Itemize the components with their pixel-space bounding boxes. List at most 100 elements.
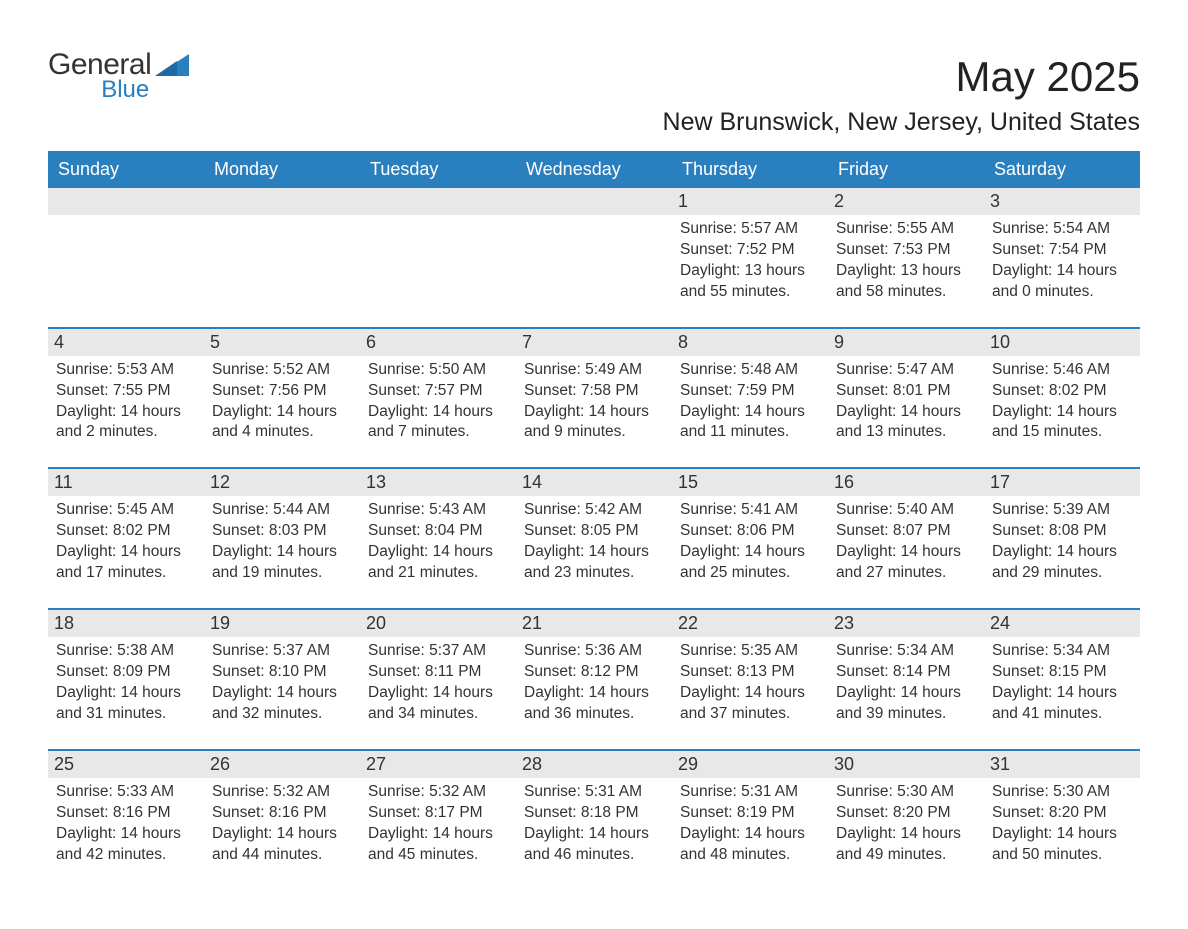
calendar-day-cell: 1Sunrise: 5:57 AMSunset: 7:52 PMDaylight…: [672, 188, 828, 328]
calendar-day-cell: [48, 188, 204, 328]
day-number: 30: [828, 751, 984, 778]
calendar-day-cell: 22Sunrise: 5:35 AMSunset: 8:13 PMDayligh…: [672, 609, 828, 750]
day-daylight1: Daylight: 14 hours: [212, 824, 352, 845]
day-sunset: Sunset: 7:52 PM: [680, 240, 820, 261]
day-sunrise: Sunrise: 5:50 AM: [368, 360, 508, 381]
day-details: Sunrise: 5:40 AMSunset: 8:07 PMDaylight:…: [836, 500, 976, 584]
calendar-day-cell: 27Sunrise: 5:32 AMSunset: 8:17 PMDayligh…: [360, 750, 516, 890]
day-daylight1: Daylight: 14 hours: [992, 402, 1132, 423]
calendar-day-cell: 18Sunrise: 5:38 AMSunset: 8:09 PMDayligh…: [48, 609, 204, 750]
day-details: Sunrise: 5:46 AMSunset: 8:02 PMDaylight:…: [992, 360, 1132, 444]
day-sunset: Sunset: 8:12 PM: [524, 662, 664, 683]
brand-name-part2: Blue: [101, 78, 149, 102]
weekday-header: Saturday: [984, 151, 1140, 188]
day-daylight2: and 44 minutes.: [212, 845, 352, 866]
day-number: 11: [48, 469, 204, 496]
day-daylight1: Daylight: 14 hours: [368, 402, 508, 423]
day-daylight2: and 45 minutes.: [368, 845, 508, 866]
day-daylight1: Daylight: 14 hours: [680, 824, 820, 845]
calendar-day-cell: 9Sunrise: 5:47 AMSunset: 8:01 PMDaylight…: [828, 328, 984, 469]
brand-triangle-icon: [155, 54, 189, 81]
location-subtitle: New Brunswick, New Jersey, United States: [663, 108, 1140, 136]
calendar-day-cell: 10Sunrise: 5:46 AMSunset: 8:02 PMDayligh…: [984, 328, 1140, 469]
day-details: Sunrise: 5:55 AMSunset: 7:53 PMDaylight:…: [836, 219, 976, 303]
day-daylight1: Daylight: 14 hours: [368, 683, 508, 704]
day-details: Sunrise: 5:50 AMSunset: 7:57 PMDaylight:…: [368, 360, 508, 444]
day-daylight2: and 15 minutes.: [992, 422, 1132, 443]
day-sunrise: Sunrise: 5:54 AM: [992, 219, 1132, 240]
day-daylight2: and 49 minutes.: [836, 845, 976, 866]
calendar-page: General Blue May 2025 New Brunswick, New…: [0, 0, 1188, 929]
calendar-day-cell: [204, 188, 360, 328]
day-sunrise: Sunrise: 5:52 AM: [212, 360, 352, 381]
day-daylight1: Daylight: 14 hours: [524, 542, 664, 563]
day-daylight2: and 32 minutes.: [212, 704, 352, 725]
day-sunrise: Sunrise: 5:33 AM: [56, 782, 196, 803]
calendar-week-row: 1Sunrise: 5:57 AMSunset: 7:52 PMDaylight…: [48, 188, 1140, 328]
day-sunset: Sunset: 8:14 PM: [836, 662, 976, 683]
day-daylight2: and 27 minutes.: [836, 563, 976, 584]
day-sunset: Sunset: 8:02 PM: [56, 521, 196, 542]
calendar-header: Sunday Monday Tuesday Wednesday Thursday…: [48, 151, 1140, 188]
calendar-day-cell: 2Sunrise: 5:55 AMSunset: 7:53 PMDaylight…: [828, 188, 984, 328]
calendar-day-cell: 17Sunrise: 5:39 AMSunset: 8:08 PMDayligh…: [984, 468, 1140, 609]
day-sunset: Sunset: 8:16 PM: [56, 803, 196, 824]
day-details: Sunrise: 5:49 AMSunset: 7:58 PMDaylight:…: [524, 360, 664, 444]
day-number: 7: [516, 329, 672, 356]
calendar-day-cell: 26Sunrise: 5:32 AMSunset: 8:16 PMDayligh…: [204, 750, 360, 890]
calendar-day-cell: [516, 188, 672, 328]
day-daylight1: Daylight: 14 hours: [992, 824, 1132, 845]
day-details: Sunrise: 5:32 AMSunset: 8:17 PMDaylight:…: [368, 782, 508, 866]
calendar-day-cell: 5Sunrise: 5:52 AMSunset: 7:56 PMDaylight…: [204, 328, 360, 469]
day-daylight2: and 0 minutes.: [992, 282, 1132, 303]
day-daylight2: and 4 minutes.: [212, 422, 352, 443]
calendar-day-cell: 29Sunrise: 5:31 AMSunset: 8:19 PMDayligh…: [672, 750, 828, 890]
calendar-day-cell: 12Sunrise: 5:44 AMSunset: 8:03 PMDayligh…: [204, 468, 360, 609]
day-sunset: Sunset: 8:20 PM: [836, 803, 976, 824]
day-sunrise: Sunrise: 5:30 AM: [992, 782, 1132, 803]
day-sunset: Sunset: 7:53 PM: [836, 240, 976, 261]
day-details: Sunrise: 5:48 AMSunset: 7:59 PMDaylight:…: [680, 360, 820, 444]
day-sunset: Sunset: 8:09 PM: [56, 662, 196, 683]
day-number: 1: [672, 188, 828, 215]
day-sunset: Sunset: 7:59 PM: [680, 381, 820, 402]
day-sunrise: Sunrise: 5:53 AM: [56, 360, 196, 381]
day-details: Sunrise: 5:41 AMSunset: 8:06 PMDaylight:…: [680, 500, 820, 584]
header-row: General Blue May 2025: [48, 50, 1140, 102]
calendar-day-cell: 28Sunrise: 5:31 AMSunset: 8:18 PMDayligh…: [516, 750, 672, 890]
calendar-day-cell: 19Sunrise: 5:37 AMSunset: 8:10 PMDayligh…: [204, 609, 360, 750]
day-daylight2: and 21 minutes.: [368, 563, 508, 584]
day-daylight2: and 2 minutes.: [56, 422, 196, 443]
day-sunrise: Sunrise: 5:32 AM: [368, 782, 508, 803]
calendar-day-cell: 20Sunrise: 5:37 AMSunset: 8:11 PMDayligh…: [360, 609, 516, 750]
page-title: May 2025: [956, 56, 1140, 98]
day-sunrise: Sunrise: 5:36 AM: [524, 641, 664, 662]
day-sunrise: Sunrise: 5:34 AM: [836, 641, 976, 662]
day-daylight1: Daylight: 14 hours: [212, 542, 352, 563]
day-sunrise: Sunrise: 5:48 AM: [680, 360, 820, 381]
day-daylight2: and 58 minutes.: [836, 282, 976, 303]
calendar-week-row: 25Sunrise: 5:33 AMSunset: 8:16 PMDayligh…: [48, 750, 1140, 890]
day-details: Sunrise: 5:36 AMSunset: 8:12 PMDaylight:…: [524, 641, 664, 725]
weekday-header: Sunday: [48, 151, 204, 188]
day-daylight1: Daylight: 13 hours: [836, 261, 976, 282]
day-daylight2: and 41 minutes.: [992, 704, 1132, 725]
calendar-body: 1Sunrise: 5:57 AMSunset: 7:52 PMDaylight…: [48, 188, 1140, 889]
day-daylight2: and 36 minutes.: [524, 704, 664, 725]
day-number: 31: [984, 751, 1140, 778]
calendar-day-cell: 14Sunrise: 5:42 AMSunset: 8:05 PMDayligh…: [516, 468, 672, 609]
day-daylight2: and 19 minutes.: [212, 563, 352, 584]
day-details: Sunrise: 5:52 AMSunset: 7:56 PMDaylight:…: [212, 360, 352, 444]
day-details: Sunrise: 5:30 AMSunset: 8:20 PMDaylight:…: [992, 782, 1132, 866]
day-daylight1: Daylight: 14 hours: [680, 402, 820, 423]
day-sunset: Sunset: 8:11 PM: [368, 662, 508, 683]
calendar-day-cell: 3Sunrise: 5:54 AMSunset: 7:54 PMDaylight…: [984, 188, 1140, 328]
day-daylight1: Daylight: 14 hours: [680, 683, 820, 704]
calendar-day-cell: 6Sunrise: 5:50 AMSunset: 7:57 PMDaylight…: [360, 328, 516, 469]
day-number: 26: [204, 751, 360, 778]
day-details: Sunrise: 5:45 AMSunset: 8:02 PMDaylight:…: [56, 500, 196, 584]
day-number: 8: [672, 329, 828, 356]
day-number: 24: [984, 610, 1140, 637]
day-sunset: Sunset: 8:07 PM: [836, 521, 976, 542]
day-number: 9: [828, 329, 984, 356]
